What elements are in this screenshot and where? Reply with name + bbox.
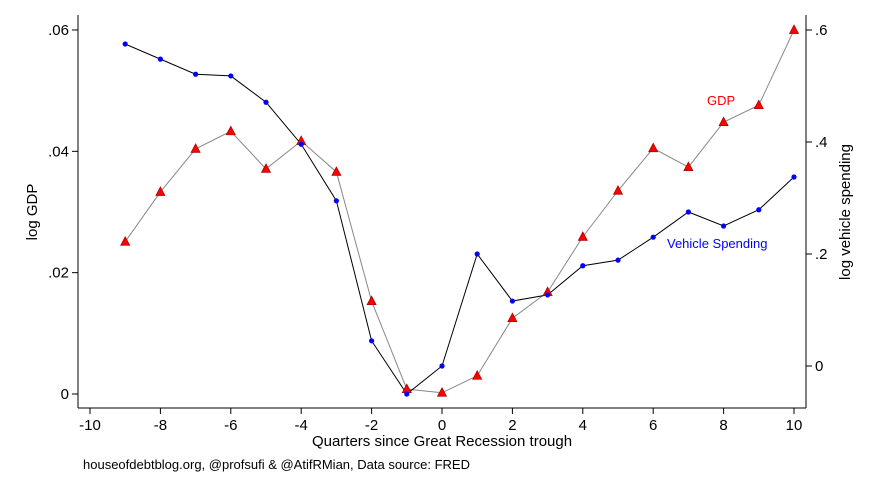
x-tick-label: 0 xyxy=(438,417,446,434)
y-right-axis-label: log vehicle spending xyxy=(837,144,854,280)
y-left-tick-label: 0 xyxy=(61,386,69,403)
x-tick-label: -6 xyxy=(224,417,237,434)
gdp-point xyxy=(366,295,377,306)
vehicle-spending-point xyxy=(580,263,586,269)
gdp-point xyxy=(753,99,764,110)
x-tick-label: 2 xyxy=(508,417,516,434)
x-tick-label: -8 xyxy=(154,417,167,434)
gdp-point xyxy=(436,387,448,397)
vehicle-spending-point xyxy=(685,209,692,215)
gdp-point xyxy=(190,143,201,153)
gdp-point xyxy=(718,116,729,127)
vehicle-spending-point xyxy=(157,56,163,62)
y-right-tick-label: 0 xyxy=(815,358,823,375)
x-tick-label: 8 xyxy=(719,417,727,434)
gdp-point xyxy=(225,125,236,136)
gdp-point xyxy=(612,185,624,195)
gdp-point xyxy=(788,24,800,34)
gdp-point xyxy=(260,163,272,173)
gdp-point xyxy=(472,370,483,380)
vehicle-spending-point xyxy=(333,198,339,204)
x-tick-label: 10 xyxy=(786,417,803,434)
x-tick-label: 4 xyxy=(579,417,587,434)
gdp-point xyxy=(648,142,659,153)
vehicle-spending-point xyxy=(474,251,480,257)
y-right-tick-label: .2 xyxy=(815,246,828,263)
gdp-point xyxy=(507,312,518,323)
gdp-point xyxy=(155,186,166,196)
footer-source: houseofdebtblog.org, @profsufi & @AtifRM… xyxy=(83,457,470,472)
x-tick-label: 6 xyxy=(649,417,657,434)
y-left-axis-label: log GDP xyxy=(24,184,41,241)
vehicle-spending-point xyxy=(545,292,551,298)
y-left-tick-label: .02 xyxy=(48,265,69,282)
vehicle-spending-point xyxy=(298,141,304,147)
vehicle-label: Vehicle Spending xyxy=(667,236,767,251)
vehicle-spending-point xyxy=(228,73,234,79)
vehicle-spending-point xyxy=(263,99,269,105)
vehicle-spending-point xyxy=(615,257,621,263)
vehicle-spending-point xyxy=(404,391,410,397)
x-axis-label: Quarters since Great Recession trough xyxy=(312,433,572,450)
vehicle-spending-point xyxy=(193,71,199,77)
x-tick-label: -10 xyxy=(79,417,101,434)
vehicle-spending-point xyxy=(369,338,375,344)
gdp-point xyxy=(120,235,131,246)
gdp-point xyxy=(331,166,342,176)
vehicle-spending-point xyxy=(791,174,797,180)
vehicle-spending-point xyxy=(509,298,515,304)
gdp-line xyxy=(124,29,795,394)
y-right-tick-label: .4 xyxy=(815,134,828,151)
gdp-label: GDP xyxy=(707,93,735,108)
x-tick-label: -2 xyxy=(365,417,378,434)
x-tick-label: -4 xyxy=(295,417,308,434)
y-left-tick-label: .06 xyxy=(48,22,69,39)
vehicle-spending-line xyxy=(125,43,795,395)
y-right-tick-label: .6 xyxy=(815,22,828,39)
vehicle-spending-point xyxy=(721,223,727,229)
vehicle-spending-point xyxy=(756,207,762,213)
vehicle-spending-point xyxy=(122,41,128,47)
vehicle-spending-point xyxy=(439,363,445,369)
gdp-point xyxy=(577,231,588,241)
y-left-tick-label: .04 xyxy=(48,143,69,160)
vehicle-spending-point xyxy=(650,234,656,240)
gdp-point xyxy=(683,161,694,171)
